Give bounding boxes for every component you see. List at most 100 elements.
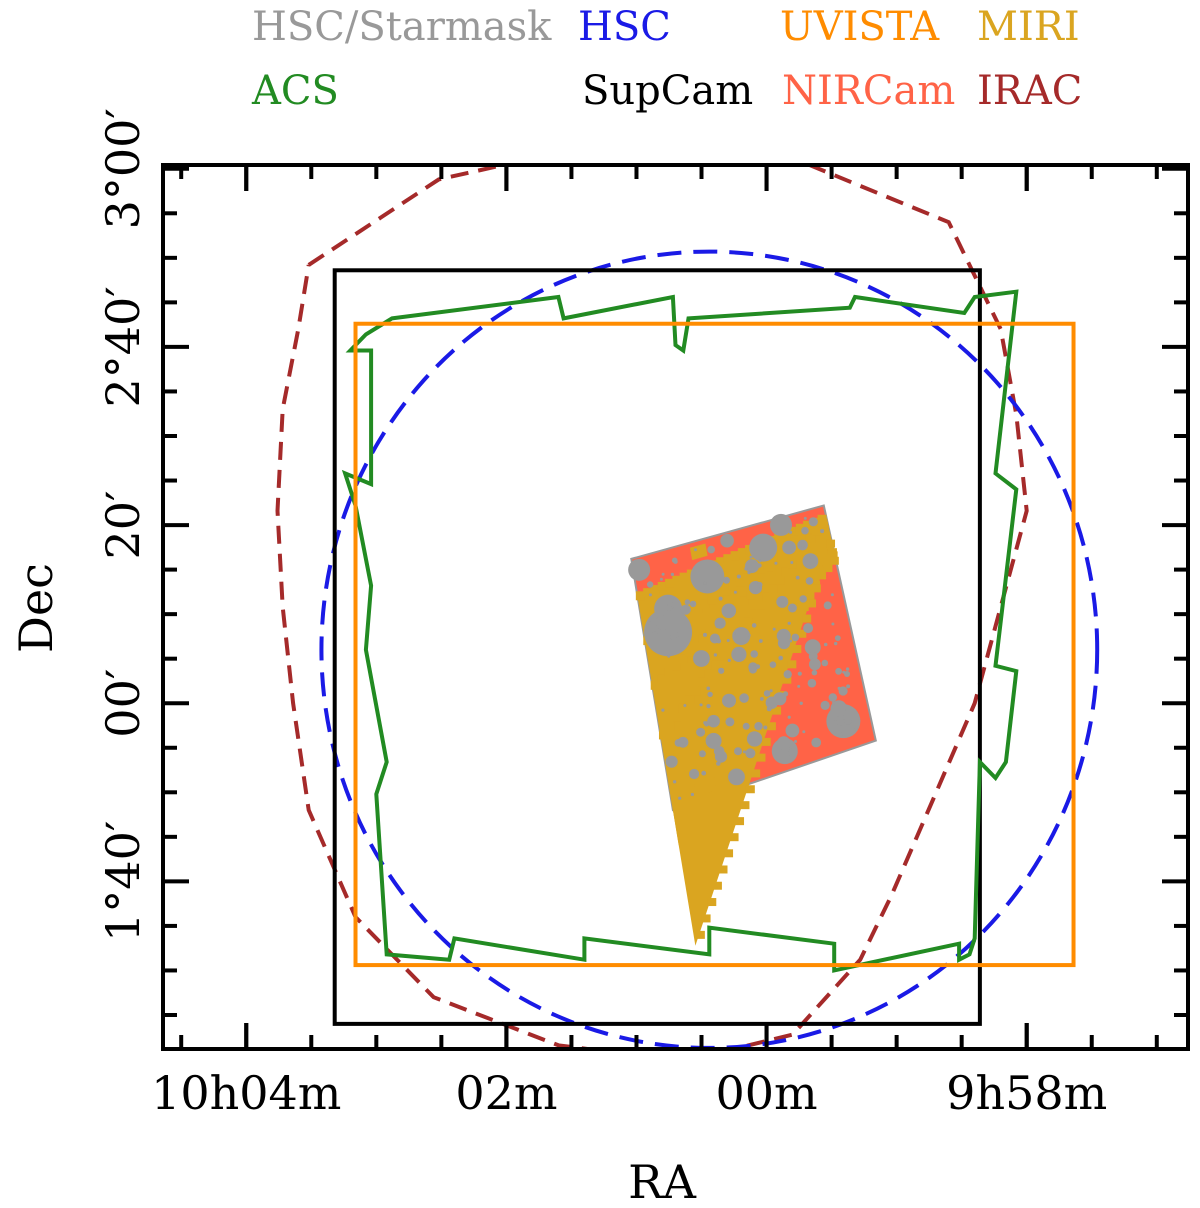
y-axis-label: Dec (9, 563, 63, 653)
starmask-circle (805, 577, 814, 585)
starmask-circle (646, 581, 654, 588)
miri-edge-tooth (714, 590, 724, 600)
starmask-circle (665, 755, 678, 768)
starmask-circle (834, 641, 838, 646)
starmask-circle (756, 581, 763, 588)
starmask-circle (830, 700, 848, 717)
miri-edge-tooth (770, 555, 780, 565)
uvista-footprint (353, 321, 1076, 968)
starmask-circle (821, 659, 829, 667)
miri-edge-tooth (732, 602, 742, 612)
starmask-circle (655, 615, 671, 630)
legend: HSC/Starmask HSC UVISTA MIRI ACS SupCam … (251, 4, 1082, 114)
starmask-circle (707, 691, 713, 698)
starmask-circle (838, 686, 848, 696)
starmask-circle (698, 750, 706, 758)
miri-edge-tooth (695, 930, 705, 939)
starmask-circle (667, 654, 671, 658)
miri-edge-tooth (775, 575, 785, 585)
legend-supcam: SupCam (582, 68, 753, 114)
starmask-circle (795, 575, 800, 580)
miri-edge-tooth (759, 577, 769, 587)
starmask-circle (754, 722, 763, 731)
starmask-circle (745, 748, 756, 759)
miri-edge-tooth (701, 914, 711, 923)
starmask-circle (661, 572, 665, 576)
miri-edge-tooth (665, 578, 675, 588)
legend-irac: IRAC (977, 68, 1082, 114)
miri-edge-tooth (811, 584, 821, 593)
starmask-circle (699, 703, 703, 707)
starmask-circle (747, 633, 751, 637)
starmask-circle (828, 693, 837, 702)
y-tick-label: 1°40′ (96, 821, 150, 942)
miri-edge-tooth (712, 881, 722, 890)
miri-edge-tooth (730, 551, 740, 561)
starmask-circle (716, 761, 721, 766)
starmask-circle (680, 604, 691, 615)
miri-edge-tooth (735, 577, 745, 587)
starmask-circle (661, 708, 665, 712)
miri-edge-tooth (718, 865, 728, 874)
starmask-circle (776, 595, 789, 608)
starmask-circle (783, 691, 789, 697)
starmask-circle (820, 700, 830, 711)
starmask-circle (797, 684, 801, 688)
y-tick-label: 3°00′ (96, 108, 150, 229)
starmask-circle (834, 635, 841, 641)
x-tick-label: 02m (455, 1066, 557, 1120)
starmask-circle (706, 704, 711, 709)
starmask-circle (830, 593, 834, 597)
miri-edge-tooth (751, 769, 761, 778)
starmask-circle (683, 704, 687, 707)
miri-edge-tooth (761, 737, 771, 746)
starmask-circle (659, 577, 663, 581)
starmask-circle (736, 574, 741, 579)
starmask-circle (671, 557, 678, 564)
starmask-circle (769, 689, 773, 693)
y-tick-label: 20′ (96, 491, 150, 560)
miri-edge-tooth (658, 730, 668, 740)
miri-edge-tooth (803, 520, 813, 530)
starmask-circle (732, 627, 751, 646)
starmask-circle (715, 624, 719, 629)
miri-edge-tooth (756, 600, 766, 610)
miri-edge-tooth (643, 588, 653, 598)
miri-edge-tooth (768, 584, 778, 594)
starmask-circle (747, 571, 751, 575)
starmask-circle (751, 623, 757, 628)
starmask-circle (774, 561, 778, 565)
miri-edge-tooth (665, 721, 675, 731)
starmask-circle (808, 517, 818, 527)
legend-miri: MIRI (977, 4, 1080, 50)
starmask-circle (690, 559, 725, 594)
miri-edge-tooth (821, 554, 831, 563)
miri-edge-tooth (786, 552, 796, 562)
starmask-circle (744, 567, 748, 571)
miri-edge-tooth (816, 569, 826, 578)
starmask-circle (799, 701, 803, 705)
starmask-circle (783, 670, 792, 679)
starmask-circle (794, 740, 797, 743)
starmask-circle (772, 627, 776, 631)
miri-edge-tooth (685, 695, 695, 705)
miri-edge-tooth (700, 599, 710, 609)
miri-edge-tooth (766, 571, 776, 581)
starmask-circle (807, 678, 817, 688)
starmask-circle (766, 706, 772, 712)
starmask-circle (734, 747, 742, 756)
starmask-circle (791, 633, 800, 642)
starmask-circle (742, 722, 750, 730)
miri-edge-tooth (723, 554, 733, 564)
miri-edge-tooth (797, 629, 807, 638)
starmask-circle (670, 633, 677, 641)
starmask-circle (748, 665, 758, 674)
miri-edge-tooth (792, 644, 802, 653)
miri-edge-tooth (707, 898, 717, 907)
starmask-circle (777, 637, 791, 650)
miri-edge-tooth (806, 534, 816, 544)
legend-acs: ACS (251, 68, 339, 114)
miri-edge-tooth (772, 564, 782, 574)
starmask-circle (750, 650, 758, 658)
starmask-circle (804, 639, 821, 656)
